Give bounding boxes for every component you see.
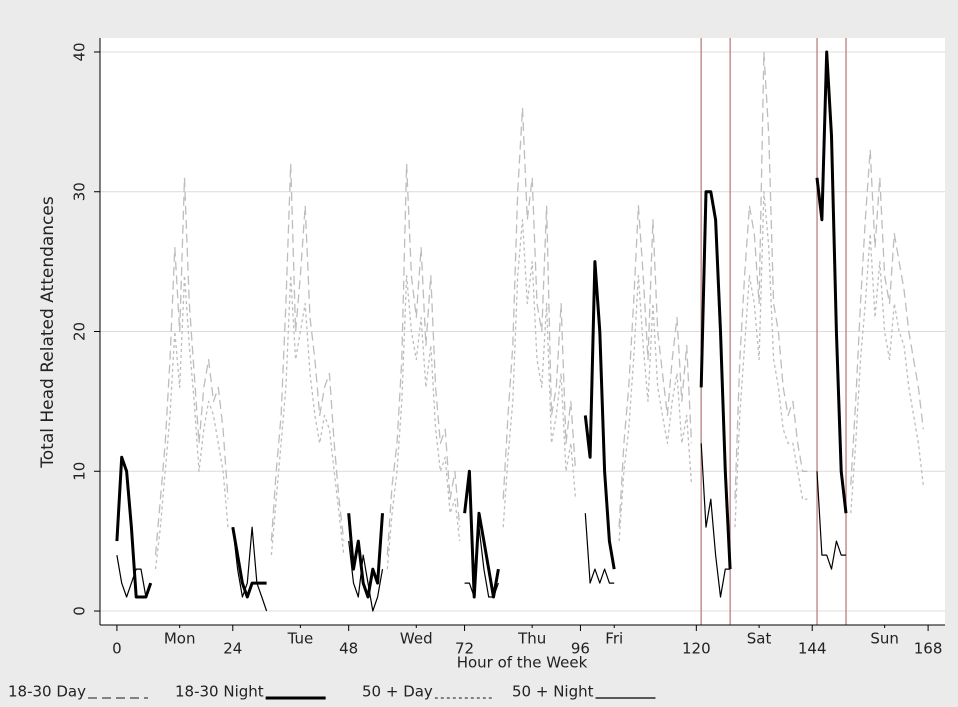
day-label: Mon (164, 630, 196, 648)
series-line (154, 191, 924, 570)
x-tick-label: 168 (914, 640, 943, 658)
y-tick-label: 40 (71, 42, 89, 61)
y-tick-label: 30 (71, 182, 89, 201)
y-tick-label: 20 (71, 322, 89, 341)
y-tick-label: 10 (71, 462, 89, 481)
x-tick-label: 72 (455, 640, 474, 658)
x-tick-label: 96 (571, 640, 590, 658)
x-axis-label: Hour of the Week (457, 654, 588, 672)
day-label: Fri (605, 630, 623, 648)
day-label: Sat (747, 630, 772, 648)
x-tick-label: 48 (339, 640, 358, 658)
day-label: Sun (870, 630, 899, 648)
legend-label: 50 + Night (512, 683, 594, 701)
series-line (154, 51, 924, 556)
legend-label: 18-30 Day (8, 683, 86, 701)
series-line (116, 443, 846, 612)
day-label: Tue (287, 630, 314, 648)
legend-label: 18-30 Night (175, 683, 264, 701)
day-label: Thu (517, 630, 546, 648)
legend-label: 50 + Day (362, 683, 433, 701)
series-line (115, 50, 848, 599)
day-label: Wed (400, 630, 433, 648)
x-tick-label: 144 (798, 640, 827, 658)
y-axis-label: Total Head Related Attendances (38, 196, 58, 469)
x-tick-label: 0 (112, 640, 122, 658)
x-tick-label: 24 (223, 640, 242, 658)
x-tick-label: 120 (682, 640, 711, 658)
y-tick-label: 0 (71, 606, 89, 616)
